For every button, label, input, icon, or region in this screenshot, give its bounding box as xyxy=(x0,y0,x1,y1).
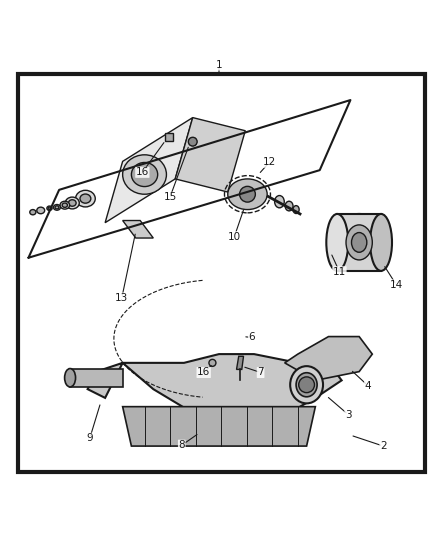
Ellipse shape xyxy=(123,155,166,194)
Polygon shape xyxy=(105,118,193,223)
Ellipse shape xyxy=(189,138,197,146)
Polygon shape xyxy=(175,118,245,192)
Polygon shape xyxy=(123,407,315,446)
Ellipse shape xyxy=(296,373,317,397)
Bar xyxy=(337,214,381,271)
Text: 7: 7 xyxy=(257,367,264,377)
Polygon shape xyxy=(123,221,153,238)
Ellipse shape xyxy=(326,214,348,271)
Text: 8: 8 xyxy=(178,440,185,450)
Ellipse shape xyxy=(75,190,95,207)
Text: 10: 10 xyxy=(228,232,241,242)
Ellipse shape xyxy=(68,200,76,206)
Text: 11: 11 xyxy=(333,266,346,277)
Text: 13: 13 xyxy=(115,293,128,303)
Ellipse shape xyxy=(290,366,323,403)
Ellipse shape xyxy=(285,201,293,211)
Polygon shape xyxy=(285,336,372,381)
Ellipse shape xyxy=(48,207,51,209)
Text: 12: 12 xyxy=(263,157,276,167)
Ellipse shape xyxy=(337,214,381,271)
Ellipse shape xyxy=(131,163,158,187)
Ellipse shape xyxy=(293,206,299,214)
Bar xyxy=(165,133,173,141)
Ellipse shape xyxy=(30,209,36,215)
Ellipse shape xyxy=(65,197,79,209)
Ellipse shape xyxy=(37,207,45,214)
Polygon shape xyxy=(88,354,342,424)
Bar xyxy=(70,368,123,387)
Ellipse shape xyxy=(80,194,91,203)
Text: 16: 16 xyxy=(197,367,210,377)
Ellipse shape xyxy=(60,201,70,209)
Text: 6: 6 xyxy=(248,333,255,343)
Text: 1: 1 xyxy=(215,60,223,70)
Ellipse shape xyxy=(346,225,372,260)
Text: 15: 15 xyxy=(163,192,177,203)
Ellipse shape xyxy=(209,359,216,366)
Ellipse shape xyxy=(65,368,75,387)
Polygon shape xyxy=(237,356,244,369)
Text: 14: 14 xyxy=(390,280,403,290)
Circle shape xyxy=(299,377,314,393)
Text: 2: 2 xyxy=(380,441,387,451)
Text: 16: 16 xyxy=(136,167,149,177)
Ellipse shape xyxy=(228,179,267,209)
Ellipse shape xyxy=(53,205,60,210)
Ellipse shape xyxy=(55,206,59,209)
Text: 3: 3 xyxy=(345,409,352,419)
Ellipse shape xyxy=(275,196,284,208)
Ellipse shape xyxy=(351,232,367,252)
Ellipse shape xyxy=(370,214,392,271)
Text: 4: 4 xyxy=(364,381,371,391)
Circle shape xyxy=(240,187,255,202)
Ellipse shape xyxy=(62,203,67,207)
Text: 9: 9 xyxy=(86,433,93,443)
Ellipse shape xyxy=(47,206,52,211)
Circle shape xyxy=(188,138,197,146)
